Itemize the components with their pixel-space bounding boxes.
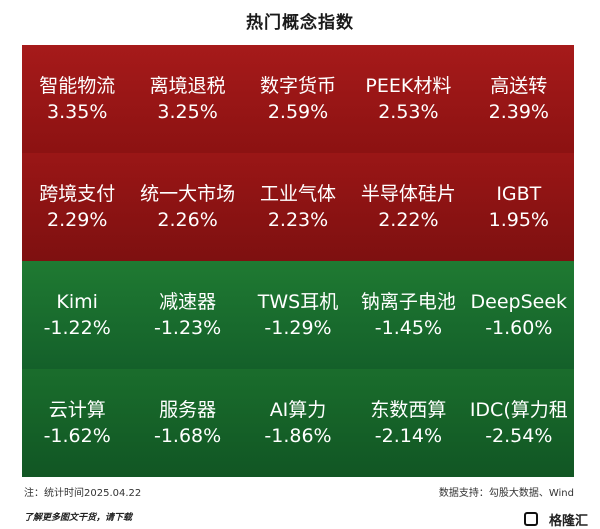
data-source-note: 数据支持：勾股大数据、Wind [438,488,574,499]
tile[interactable]: DeepSeek -1.60% [463,261,574,369]
tile-name: 离境退税 [149,75,226,97]
tile[interactable]: 数字货币 2.59% [242,45,354,153]
tile-name: 高送转 [490,75,548,97]
concept-heatmap: 智能物流 3.35% 离境退税 3.25% 数字货币 2.59% PEEK材料 2.53… [22,45,574,477]
stat-time-note: 注：统计时间2025.04.22 [24,488,142,499]
tile-change: 2.53% [378,101,439,123]
tile-change: -1.68% [153,425,222,447]
tile[interactable]: 减速器 -1.23% [132,261,243,369]
tile-name: Kimi [56,291,98,313]
tile-change: -1.23% [153,317,222,339]
tile-change: -1.60% [485,317,553,339]
tile-change: 2.59% [267,101,329,123]
tile-name: 跨境支付 [39,183,116,205]
tile-name: 智能物流 [39,75,116,97]
tile[interactable]: 离境退税 3.25% [132,45,243,153]
tile-name: 半导体硅片 [360,183,456,205]
tile-name: TWS耳机 [257,291,339,313]
tile-change: 2.39% [488,101,549,123]
tile[interactable]: 统一大市场 2.26% [132,153,243,261]
tile-name: 服务器 [159,399,217,421]
tile-name: PEEK材料 [365,75,452,97]
tile-change: -1.22% [43,317,111,339]
tile-change: -2.14% [374,425,442,447]
tile-name: IGBT [496,183,542,205]
tile[interactable]: TWS耳机 -1.29% [242,261,354,369]
tile[interactable]: AI算力 -1.86% [242,369,354,477]
tile[interactable]: 半导体硅片 2.22% [353,153,464,261]
tile-change: -1.29% [264,317,332,339]
tile-change: -2.54% [485,425,553,447]
tile[interactable]: 跨境支付 2.29% [22,153,133,261]
tile[interactable]: Kimi -1.22% [22,261,133,369]
tile[interactable]: 智能物流 3.35% [22,45,133,153]
tile[interactable]: 工业气体 2.23% [242,153,354,261]
brand-logo-icon [524,512,538,526]
tile-name: 统一大市场 [140,183,236,205]
tile-name: 数字货币 [259,75,336,97]
tile-change: -1.45% [374,317,442,339]
download-prompt: 了解更多图文干货，请下载 [24,513,133,523]
tile-change: 2.26% [157,209,218,231]
brand-name: 格隆汇 [548,514,588,529]
tile[interactable]: IDC(算力租 -2.54% [463,369,574,477]
tile-name: IDC(算力租 [469,399,568,421]
tile-name: DeepSeek [470,291,568,313]
tile[interactable]: 钠离子电池 -1.45% [353,261,464,369]
tile-change: 2.22% [378,209,439,231]
tile-name: 减速器 [159,291,217,313]
tile-change: 2.23% [267,209,329,231]
tile-change: 1.95% [488,209,549,231]
tile[interactable]: 高送转 2.39% [463,45,574,153]
tile-change: 3.25% [157,101,218,123]
tile[interactable]: 东数西算 -2.14% [353,369,464,477]
tile-name: 工业气体 [259,183,336,205]
tile[interactable]: IGBT 1.95% [463,153,574,261]
tile-name: 东数西算 [370,399,447,421]
tile[interactable]: PEEK材料 2.53% [353,45,464,153]
tile-name: 云计算 [48,399,106,421]
tile[interactable]: 云计算 -1.62% [22,369,133,477]
tile-name: 钠离子电池 [360,291,456,313]
tile[interactable]: 服务器 -1.68% [132,369,243,477]
page-title: 热门概念指数 [246,13,354,33]
tile-change: 3.35% [47,101,108,123]
tile-change: 2.29% [47,209,108,231]
tile-change: -1.86% [264,425,332,447]
tile-change: -1.62% [43,425,111,447]
tile-name: AI算力 [269,399,327,421]
